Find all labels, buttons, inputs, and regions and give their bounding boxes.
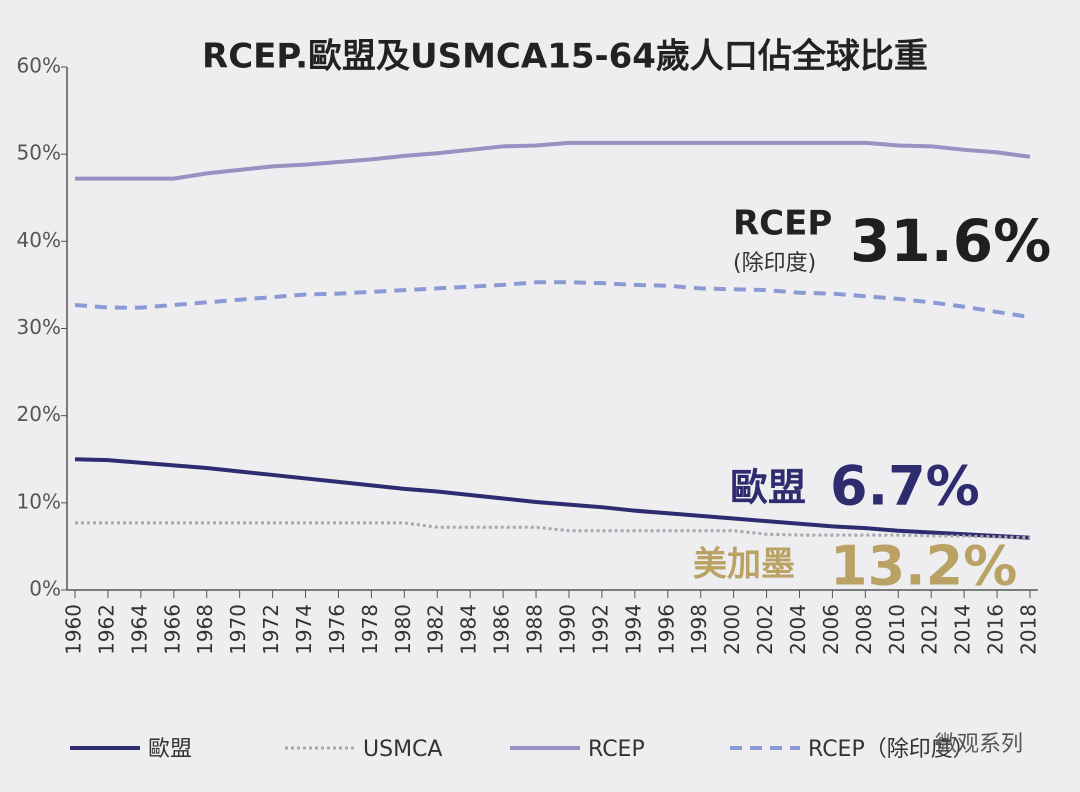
annotation: 6.7% [830,455,980,518]
x-tick-label: 1964 [127,604,151,655]
x-tick-label: 1960 [62,604,86,655]
y-tick-label: 30% [17,315,61,339]
y-tick-label: 0% [29,577,61,601]
series-line [74,280,1031,320]
annotation: 31.6% [850,207,1051,275]
x-tick-label: 1990 [555,604,579,655]
x-tick-label: 1986 [490,604,514,655]
legend-label: 歐盟 [148,737,192,762]
x-tick-label: 1962 [94,604,118,655]
y-tick-label: 40% [17,228,61,252]
x-tick-label: 2016 [984,604,1008,655]
x-tick-label: 1988 [523,604,547,655]
x-tick-label: 2012 [918,604,942,655]
annotation: 13.2% [830,535,1017,598]
y-tick-label: 60% [17,54,61,78]
annotation: 美加墨 [693,545,795,585]
chart-title: RCEP.歐盟及USMCA15-64歲人口佔全球比重 [202,37,928,77]
annotation: (除印度) [733,251,816,276]
x-tick-label: 2008 [852,604,876,655]
annotation: 歐盟 [730,466,806,510]
x-tick-label: 1972 [259,604,283,655]
y-tick-label: 50% [17,141,61,165]
y-tick-label: 20% [17,402,61,426]
x-tick-label: 1998 [687,604,711,655]
x-tick-label: 1996 [654,604,678,655]
x-tick-label: 1982 [424,604,448,655]
x-tick-label: 2004 [786,604,810,655]
x-tick-label: 2010 [885,604,909,655]
x-tick-label: 2000 [720,604,744,655]
legend-label: RCEP [588,737,645,762]
x-tick-label: 1970 [226,604,250,655]
legend-label: RCEP（除印度） [808,737,975,762]
x-tick-label: 2018 [1017,604,1041,655]
x-tick-label: 1994 [621,604,645,655]
x-tick-label: 1968 [193,604,217,655]
x-tick-label: 1976 [325,604,349,655]
x-tick-label: 1992 [588,604,612,655]
x-tick-label: 2014 [951,604,975,655]
x-tick-label: 1966 [160,604,184,655]
x-tick-label: 2002 [753,604,777,655]
x-tick-label: 2006 [819,604,843,655]
legend-label: USMCA [363,737,442,762]
annotation: 微观系列 [935,732,1023,757]
series-line [74,457,1031,540]
x-tick-label: 1974 [292,604,316,655]
series-line [75,140,1031,181]
annotation: RCEP [733,204,832,244]
x-tick-label: 1978 [358,604,382,655]
x-tick-label: 1980 [391,604,415,655]
x-tick-label: 1984 [457,604,481,655]
y-tick-label: 10% [17,489,61,513]
